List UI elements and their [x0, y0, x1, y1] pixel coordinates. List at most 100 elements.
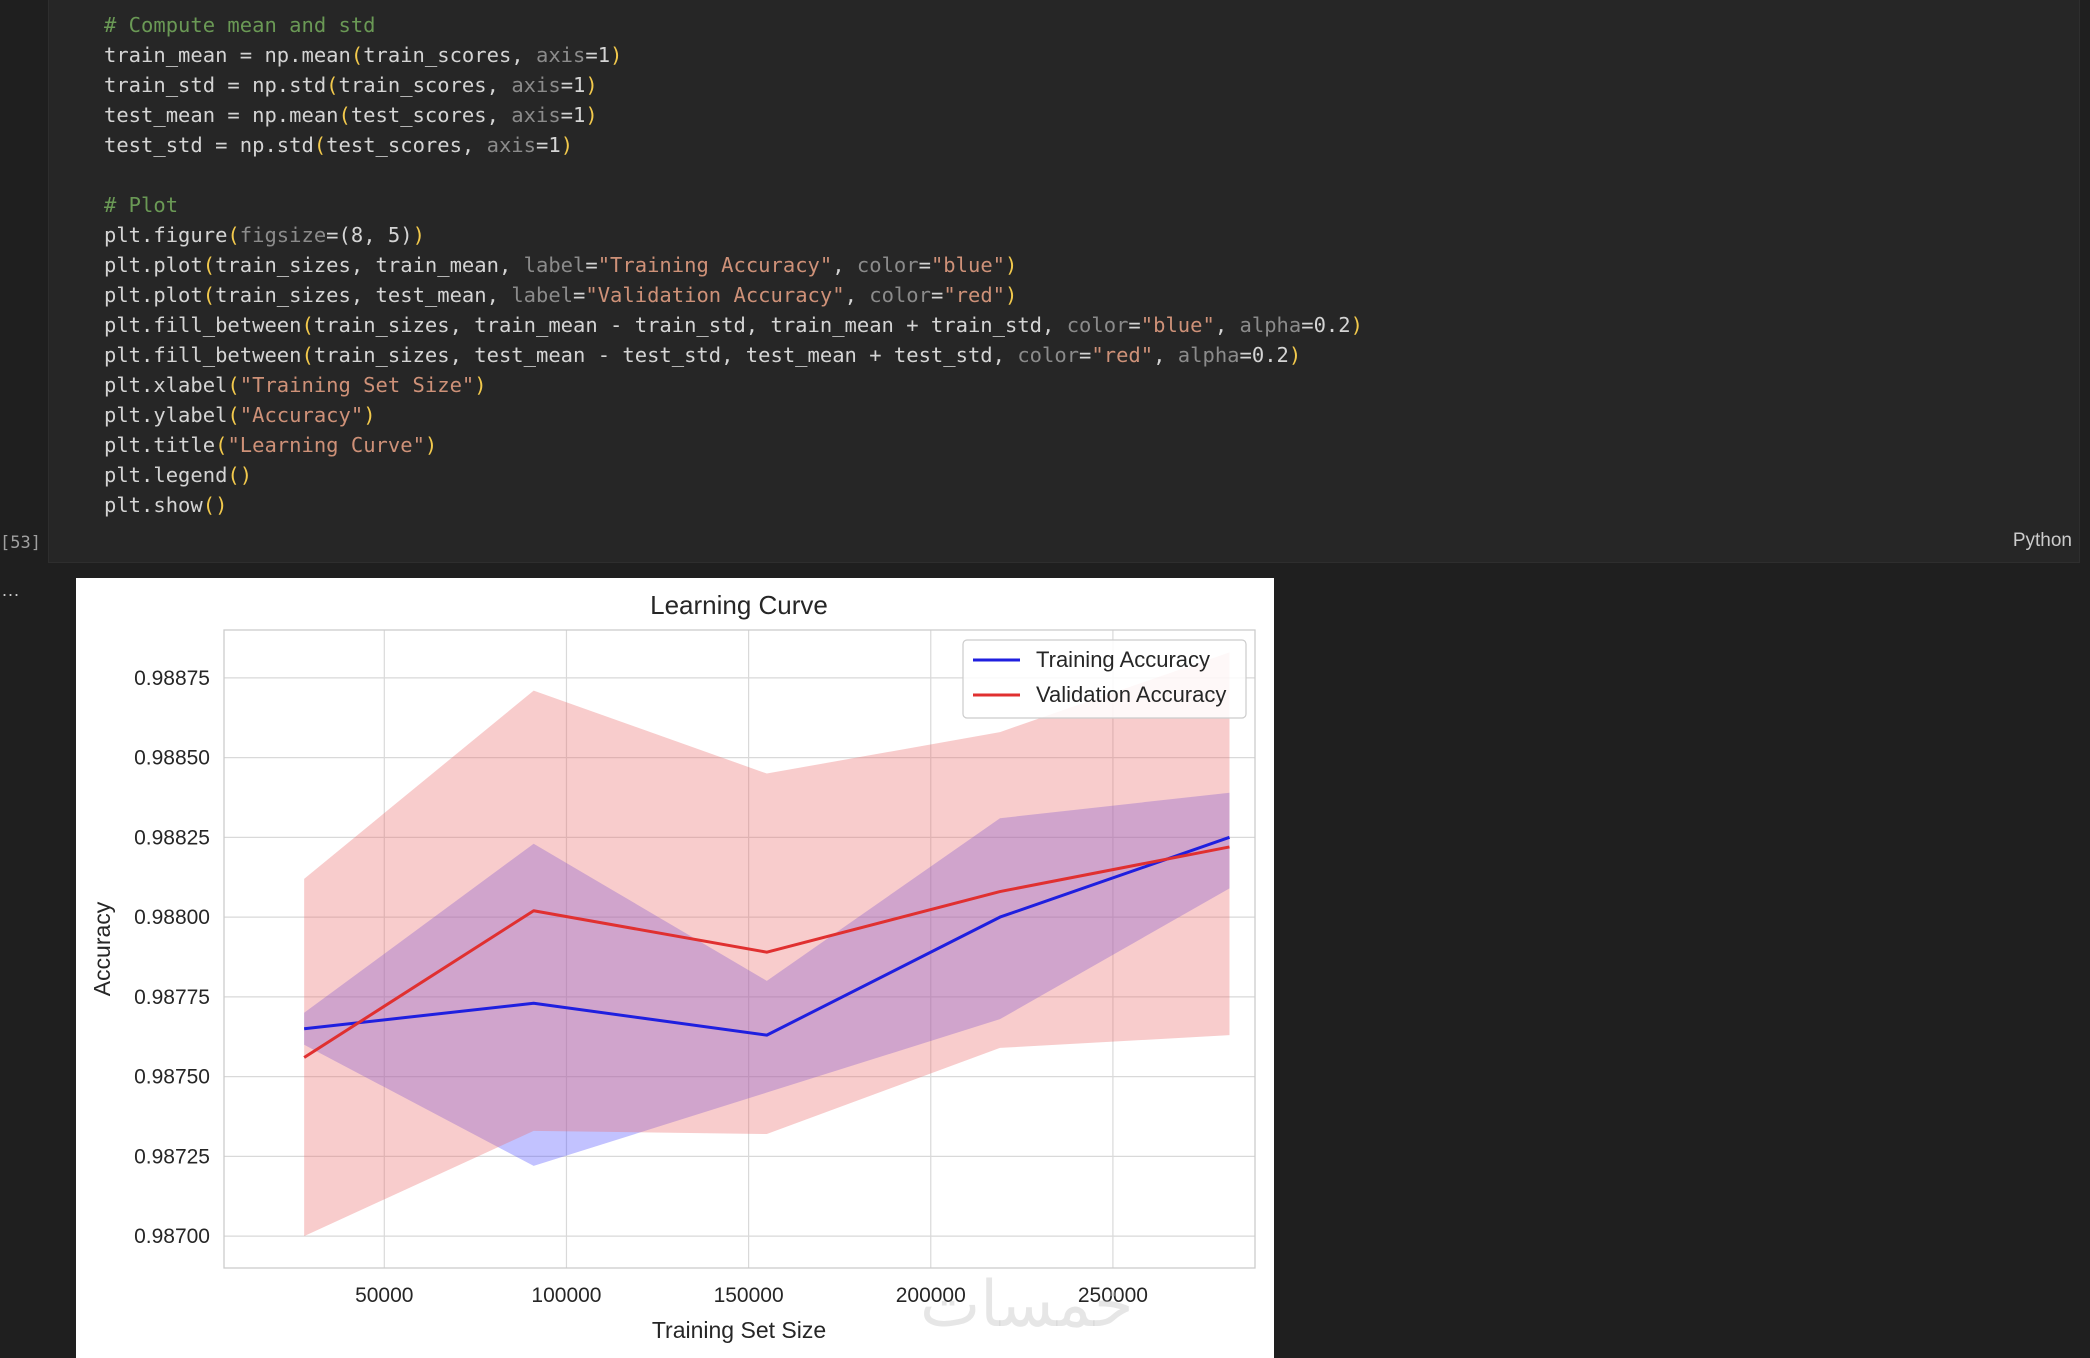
cell-output: 50000 100000 150000 200000 250000 0.98700 0.9…	[76, 578, 1274, 1358]
code-line[interactable]: plt.plot(train_sizes, train_mean, label=…	[104, 250, 1363, 280]
code-line[interactable]: train_std = np.std(train_scores, axis=1)	[104, 70, 1363, 100]
code-token: plt.xlabel	[104, 373, 228, 397]
watermark-logo: خمسات	[920, 1268, 1134, 1342]
code-line[interactable]: plt.legend()	[104, 460, 1363, 490]
code-token: train_std = np.std	[104, 73, 327, 97]
code-token: alpha	[1239, 313, 1302, 337]
code-token: (	[227, 373, 240, 397]
y-tick-label: 0.98800	[134, 906, 210, 929]
code-token: =	[930, 283, 944, 307]
code-token: color	[856, 253, 919, 277]
code-line[interactable]: plt.show()	[104, 490, 1363, 520]
code-token: alpha	[1177, 343, 1240, 367]
code-token: =1	[560, 103, 586, 127]
code-token: axis	[511, 103, 561, 127]
x-tick-label: 200000	[896, 1284, 966, 1307]
code-token: test_scores,	[350, 103, 512, 127]
cell-language-label[interactable]: Python	[2012, 530, 2072, 551]
chart-title: Learning Curve	[650, 590, 828, 620]
code-token: =	[585, 253, 598, 277]
code-token: =	[918, 253, 931, 277]
code-token: # Compute mean and std	[104, 13, 376, 37]
code-line[interactable]: plt.title("Learning Curve")	[104, 430, 1363, 460]
x-axis-ticks: 50000 100000 150000 200000 250000	[355, 1284, 1148, 1307]
code-token: plt.title	[104, 433, 216, 457]
code-token: )	[363, 403, 376, 427]
legend-frame	[962, 639, 1247, 719]
code-token: "blue"	[1140, 313, 1215, 337]
code-token: )	[474, 373, 487, 397]
execution-count: [53]	[0, 533, 41, 553]
legend-entry: Validation Accuracy	[1036, 682, 1226, 707]
code-token: ,	[1214, 313, 1240, 337]
training-accuracy-line	[303, 835, 1230, 1037]
code-editor[interactable]: # Compute mean and std train_mean = np.me…	[104, 10, 1363, 520]
code-token: ()	[227, 463, 253, 487]
code-token: "blue"	[930, 253, 1006, 277]
code-token: color	[1066, 313, 1129, 337]
code-token: figsize	[239, 223, 327, 247]
code-token: (	[301, 343, 314, 367]
code-token: )	[585, 73, 598, 97]
code-token: ,	[844, 283, 870, 307]
code-line[interactable]: test_mean = np.mean(test_scores, axis=1)	[104, 100, 1363, 130]
code-token: (	[350, 43, 364, 67]
code-token: label	[523, 253, 586, 277]
code-token: (	[326, 73, 339, 97]
y-axis-ticks: 0.98700 0.98725 0.98750 0.98775 0.98800 0.988…	[134, 667, 210, 1248]
y-tick-label: 0.98725	[134, 1145, 210, 1168]
code-token: "Learning Curve"	[227, 433, 425, 457]
code-token: (	[215, 433, 228, 457]
code-line[interactable]: plt.fill_between(train_sizes, test_mean …	[104, 340, 1363, 370]
code-line[interactable]: # Compute mean and std	[104, 10, 1363, 40]
code-token: (	[227, 403, 240, 427]
code-token: test_scores,	[326, 133, 487, 157]
code-token: ,	[1153, 343, 1178, 367]
code-token: )	[610, 43, 623, 67]
code-token: )	[424, 433, 438, 457]
code-line[interactable]: test_std = np.std(test_scores, axis=1)	[104, 130, 1363, 160]
code-token: train_sizes, train_mean,	[215, 253, 524, 277]
chart-legend: Training Accuracy Validation Accuracy	[962, 639, 1247, 719]
code-line[interactable]: # Plot	[104, 190, 1363, 220]
code-token: =(8, 5)	[326, 223, 413, 247]
x-tick-label: 250000	[1078, 1284, 1148, 1307]
code-line[interactable]: train_mean = np.mean(train_scores, axis=…	[104, 40, 1363, 70]
code-token: train_sizes, test_mean - test_std, test_…	[313, 343, 1018, 367]
x-tick-label: 150000	[714, 1284, 784, 1307]
y-tick-label: 0.98875	[134, 667, 210, 690]
code-line[interactable]: plt.figure(figsize=(8, 5))	[104, 220, 1363, 250]
code-line[interactable]: plt.xlabel("Training Set Size")	[104, 370, 1363, 400]
code-token: ()	[202, 493, 228, 517]
plot-area-frame	[223, 629, 1256, 1269]
x-axis-label: Training Set Size	[652, 1317, 826, 1343]
code-token: train_scores,	[338, 73, 512, 97]
code-line[interactable]	[104, 160, 1363, 190]
code-token: "Accuracy"	[239, 403, 364, 427]
y-tick-label: 0.98700	[134, 1225, 210, 1248]
code-token: (	[338, 103, 351, 127]
code-line[interactable]: plt.plot(train_sizes, test_mean, label="…	[104, 280, 1363, 310]
code-line[interactable]: plt.ylabel("Accuracy")	[104, 400, 1363, 430]
code-token: (	[202, 253, 216, 277]
code-token: test_mean = np.mean	[104, 103, 339, 127]
code-token: (	[202, 283, 216, 307]
code-token: axis	[486, 133, 536, 157]
code-token: =0.2	[1301, 313, 1351, 337]
validation-accuracy-band	[304, 652, 1230, 1237]
y-axis-label: Accuracy	[89, 901, 115, 996]
code-token: "Training Set Size"	[239, 373, 475, 397]
code-token: plt.figure	[104, 223, 228, 247]
y-tick-label: 0.98750	[134, 1066, 210, 1089]
code-cell[interactable]	[48, 0, 2080, 563]
code-token: plt.ylabel	[104, 403, 228, 427]
code-token: )	[1350, 313, 1363, 337]
code-token: =	[1079, 343, 1092, 367]
code-token: plt.legend	[104, 463, 228, 487]
code-token: plt.fill_between	[104, 313, 302, 337]
validation-accuracy-line	[303, 845, 1230, 1059]
output-more-icon[interactable]: ...	[2, 580, 21, 600]
training-accuracy-band	[304, 792, 1230, 1166]
code-line[interactable]: plt.fill_between(train_sizes, train_mean…	[104, 310, 1363, 340]
code-token: =	[1128, 313, 1141, 337]
